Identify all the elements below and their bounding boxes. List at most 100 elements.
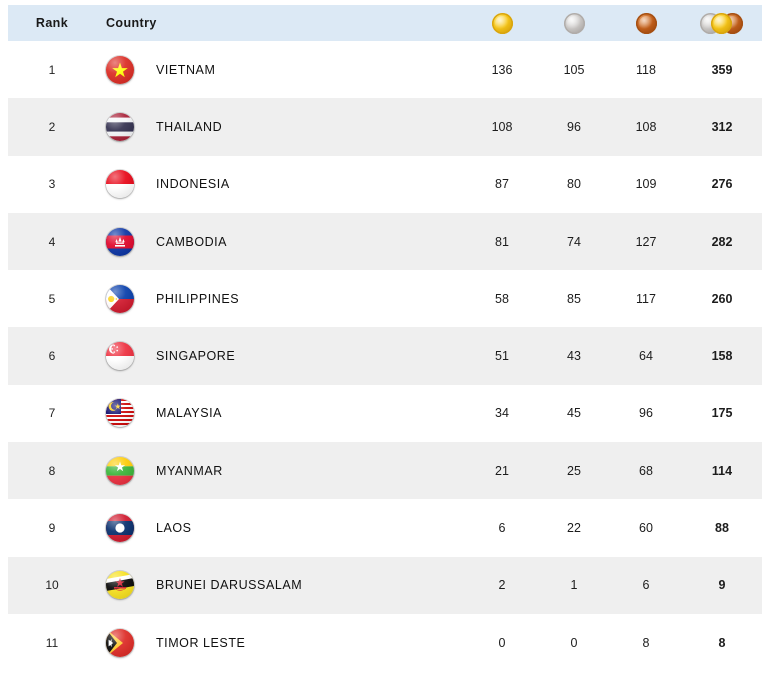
cell-silver: 105 bbox=[538, 61, 610, 79]
table-row[interactable]: 2 THAILAND 108 96 108 312 bbox=[8, 98, 762, 156]
cell-bronze: 60 bbox=[610, 519, 682, 537]
column-header-gold[interactable] bbox=[466, 12, 538, 34]
cell-country: PHILIPPINES bbox=[144, 290, 466, 308]
cell-silver: 22 bbox=[538, 519, 610, 537]
malaysia-flag-icon bbox=[106, 399, 134, 428]
cell-country: INDONESIA bbox=[144, 175, 466, 193]
rank-value: 6 bbox=[48, 349, 56, 364]
cell-flag bbox=[96, 342, 144, 371]
column-header-bronze[interactable] bbox=[610, 12, 682, 34]
bronze-count: 127 bbox=[635, 234, 657, 249]
cell-bronze: 117 bbox=[610, 290, 682, 308]
table-row[interactable]: 10 BRUNEI DARUSSALAM 2 1 6 9 bbox=[8, 556, 762, 614]
table-row[interactable]: 9 LAOS 6 22 60 88 bbox=[8, 499, 762, 557]
gold-count: 6 bbox=[498, 521, 506, 536]
table-row[interactable]: 6 SINGAPORE 51 43 64 158 bbox=[8, 327, 762, 385]
column-header-silver[interactable] bbox=[538, 12, 610, 34]
cell-bronze: 68 bbox=[610, 462, 682, 480]
gold-count: 136 bbox=[491, 62, 513, 77]
cell-silver: 1 bbox=[538, 576, 610, 594]
country-name: PHILIPPINES bbox=[156, 291, 240, 306]
cell-country: MALAYSIA bbox=[144, 404, 466, 422]
table-header-row: Rank Country bbox=[8, 5, 762, 41]
cell-gold: 51 bbox=[466, 347, 538, 365]
rank-value: 2 bbox=[48, 119, 56, 134]
cell-gold: 58 bbox=[466, 290, 538, 308]
cell-flag bbox=[96, 55, 144, 84]
cell-bronze: 8 bbox=[610, 634, 682, 652]
cell-country: CAMBODIA bbox=[144, 233, 466, 251]
silver-count: 0 bbox=[570, 635, 578, 650]
cell-flag bbox=[96, 399, 144, 428]
cell-total: 276 bbox=[682, 175, 762, 193]
table-row[interactable]: 5 PHILIPPINES 58 85 117 260 bbox=[8, 270, 762, 328]
rank-value: 5 bbox=[48, 291, 56, 306]
cell-total: 359 bbox=[682, 61, 762, 79]
cell-silver: 43 bbox=[538, 347, 610, 365]
cell-bronze: 64 bbox=[610, 347, 682, 365]
laos-flag-icon bbox=[106, 514, 134, 543]
cell-gold: 87 bbox=[466, 175, 538, 193]
cell-silver: 85 bbox=[538, 290, 610, 308]
gold-medal-icon bbox=[491, 12, 513, 34]
gold-count: 81 bbox=[495, 234, 509, 249]
total-count: 158 bbox=[711, 349, 733, 364]
rank-value: 1 bbox=[48, 62, 56, 77]
cell-flag bbox=[96, 112, 144, 141]
column-header-total[interactable] bbox=[682, 12, 762, 34]
total-medals-icon bbox=[700, 12, 744, 34]
cell-total: 260 bbox=[682, 290, 762, 308]
total-count: 114 bbox=[711, 463, 733, 478]
cell-rank: 11 bbox=[8, 634, 96, 652]
silver-count: 74 bbox=[567, 234, 581, 249]
table-row[interactable]: 3 INDONESIA 87 80 109 276 bbox=[8, 155, 762, 213]
cell-country: BRUNEI DARUSSALAM bbox=[144, 576, 466, 594]
cell-total: 175 bbox=[682, 404, 762, 422]
cell-rank: 1 bbox=[8, 61, 96, 79]
rank-value: 11 bbox=[45, 635, 59, 650]
cell-country: TIMOR LESTE bbox=[144, 634, 466, 652]
cell-bronze: 108 bbox=[610, 118, 682, 136]
cell-rank: 9 bbox=[8, 519, 96, 537]
cell-rank: 6 bbox=[8, 347, 96, 365]
table-row[interactable]: 4 CAMBODIA 81 74 127 282 bbox=[8, 212, 762, 271]
cell-silver: 80 bbox=[538, 175, 610, 193]
cell-flag bbox=[96, 456, 144, 485]
table-row[interactable]: 11 TIMOR LESTE 0 0 8 8 bbox=[8, 613, 762, 672]
cell-bronze: 127 bbox=[610, 233, 682, 251]
cell-gold: 81 bbox=[466, 233, 538, 251]
cell-gold: 34 bbox=[466, 404, 538, 422]
gold-count: 2 bbox=[498, 578, 506, 593]
silver-count: 45 bbox=[567, 406, 581, 421]
cambodia-flag-icon bbox=[106, 227, 134, 256]
country-name: THAILAND bbox=[156, 119, 223, 134]
silver-medal-icon bbox=[563, 12, 585, 34]
column-header-rank[interactable]: Rank bbox=[8, 14, 96, 32]
silver-count: 1 bbox=[570, 578, 578, 593]
table-row[interactable]: 8 MYANMAR 21 25 68 114 bbox=[8, 442, 762, 500]
silver-count: 25 bbox=[567, 463, 581, 478]
cell-gold: 6 bbox=[466, 519, 538, 537]
cell-rank: 5 bbox=[8, 290, 96, 308]
cell-total: 158 bbox=[682, 347, 762, 365]
table-row[interactable]: 1 VIETNAM 136 105 118 359 bbox=[8, 41, 762, 99]
cell-flag bbox=[96, 628, 144, 657]
cell-rank: 3 bbox=[8, 175, 96, 193]
total-count: 260 bbox=[711, 291, 733, 306]
cell-rank: 8 bbox=[8, 462, 96, 480]
cell-flag bbox=[96, 514, 144, 543]
bronze-count: 118 bbox=[636, 62, 656, 77]
cell-gold: 136 bbox=[466, 61, 538, 79]
table-row[interactable]: 7 MALAYSIA 34 45 96 175 bbox=[8, 384, 762, 443]
column-header-country[interactable]: Country bbox=[96, 14, 466, 32]
table-body: 1 VIETNAM 136 105 118 359 2 THAILAND 108 96 108 312… bbox=[8, 41, 762, 672]
country-name: CAMBODIA bbox=[156, 234, 228, 249]
cell-gold: 108 bbox=[466, 118, 538, 136]
country-name: VIETNAM bbox=[156, 62, 216, 77]
rank-value: 3 bbox=[48, 177, 56, 192]
gold-count: 51 bbox=[495, 349, 509, 364]
cell-country: SINGAPORE bbox=[144, 347, 466, 365]
column-header-rank-label: Rank bbox=[35, 16, 69, 30]
vietnam-flag-icon bbox=[106, 55, 134, 84]
cell-total: 282 bbox=[682, 233, 762, 251]
